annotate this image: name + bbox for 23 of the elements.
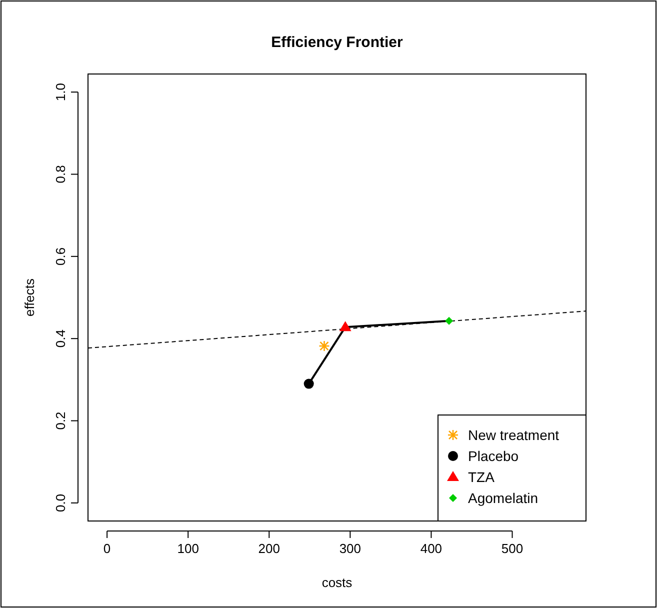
y-axis-title: effects [22, 278, 37, 317]
x-tick-label: 200 [258, 541, 280, 556]
x-axis-title: costs [322, 575, 353, 590]
legend-label: TZA [468, 469, 496, 485]
x-tick-label: 100 [177, 541, 199, 556]
y-tick-label: 0.8 [53, 165, 68, 184]
y-tick-label: 0.2 [53, 412, 68, 430]
chart-title: Efficiency Frontier [271, 34, 404, 51]
y-tick-label: 0.4 [53, 330, 68, 348]
x-tick-label: 400 [420, 541, 442, 556]
legend-label: New treatment [468, 427, 560, 443]
point [304, 378, 314, 389]
y-tick-label: 0.0 [53, 494, 68, 512]
legend-label: Placebo [468, 448, 519, 464]
y-tick-label: 0.6 [53, 247, 68, 266]
point [445, 316, 454, 325]
legend-label: Agomelatin [468, 490, 538, 506]
y-tick-label: 1.0 [53, 83, 68, 102]
x-tick-label: 300 [339, 541, 362, 556]
x-tick-label: 500 [501, 541, 524, 556]
x-tick-label: 0 [103, 541, 111, 556]
point [318, 340, 330, 352]
point [339, 321, 352, 332]
